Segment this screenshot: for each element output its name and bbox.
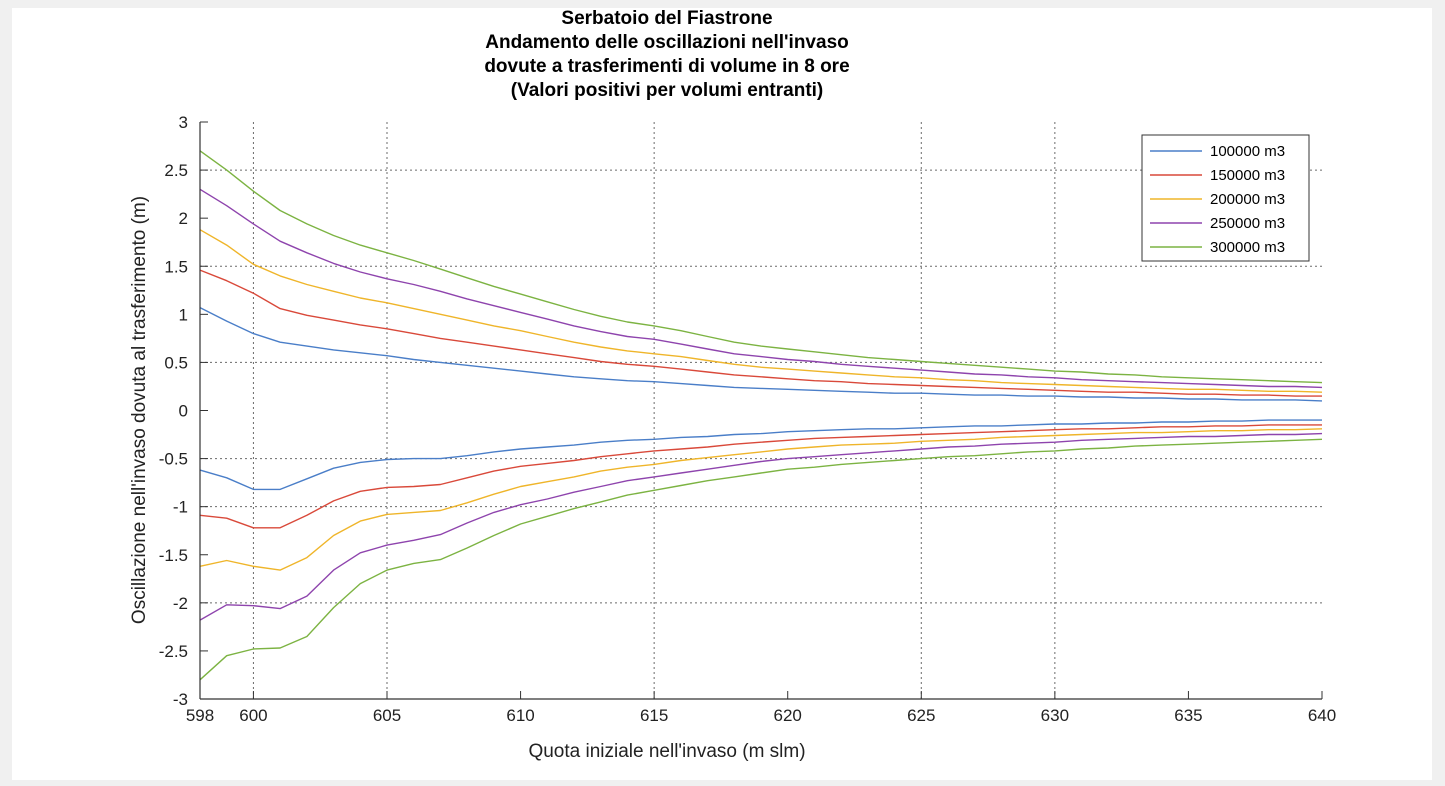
chart-title: Serbatoio del Fiastrone Andamento delle o… [484,8,849,101]
series-lines [199,150,1323,681]
y-tick-label: -3 [173,690,188,709]
series-line-2-positive [199,269,1322,397]
title-line: Andamento delle oscillazioni nell'invaso [485,32,849,53]
x-tick-label: 610 [506,706,534,725]
x-axis-label: Quota iniziale nell'invaso (m slm) [528,741,805,762]
title-line: (Valori positivi per volumi entranti) [511,80,824,101]
series-line-4-positive [199,188,1323,389]
y-tick-label: 2 [179,209,188,228]
x-tick-label: 620 [774,706,802,725]
x-tick-label: 635 [1174,706,1202,725]
title-line: Serbatoio del Fiastrone [561,8,772,29]
series-line-3-negative [199,428,1323,571]
y-tick-label: 3 [179,113,188,132]
x-tick-label: 598 [186,706,214,725]
series-line-2-negative [199,424,1322,529]
y-tick-label: 0.5 [164,353,188,372]
legend-entry-label: 100000 m3 [1210,143,1285,160]
legend-entry-label: 150000 m3 [1210,167,1285,184]
y-tick-label: -1.5 [159,546,188,565]
series-line-1-positive [199,306,1323,402]
x-tick-label: 600 [239,706,267,725]
series-line-1-negative [199,419,1322,491]
y-tick-label: 2.5 [164,161,188,180]
y-tick-label: -2.5 [159,642,188,661]
series-line-5-negative [199,438,1323,681]
y-tick-label: -2 [173,594,188,613]
axes: 598 600 605 610 615 620 625 630 635 64032.521.510… [159,113,1336,725]
x-tick-label: 630 [1041,706,1069,725]
y-tick-label: 0 [179,402,188,421]
legend-entry-label: 200000 m3 [1210,191,1285,208]
legend-entry-label: 300000 m3 [1210,239,1285,256]
x-tick-label: 625 [907,706,935,725]
line-chart: 598 600 605 610 615 620 625 630 635 64032.521.510… [129,8,1336,762]
series-line-3-positive [199,229,1323,393]
legend: 100000 m3 150000 m3 200000 m3 250000 m3 3000… [1141,134,1310,262]
y-tick-label: -0.5 [159,450,188,469]
title-line: dovute a trasferimenti di volume in 8 or… [484,56,849,77]
grid-lines [200,122,1322,699]
x-tick-label: 615 [640,706,668,725]
x-tick-label: 605 [373,706,401,725]
x-tick-label: 640 [1308,706,1336,725]
y-axis-label: Oscillazione nell'invaso dovuta al trasf… [129,196,150,624]
y-tick-label: -1 [173,498,188,517]
y-tick-label: 1 [179,305,188,324]
legend-box [1141,134,1310,262]
legend-entry-label: 250000 m3 [1210,215,1285,232]
series-line-5-positive [199,150,1323,384]
series-line-4-negative [199,432,1323,621]
figure-panel: 598 600 605 610 615 620 625 630 635 640 3 2.5 2 1.5 1 0… [12,8,1432,780]
y-tick-label: 1.5 [164,257,188,276]
